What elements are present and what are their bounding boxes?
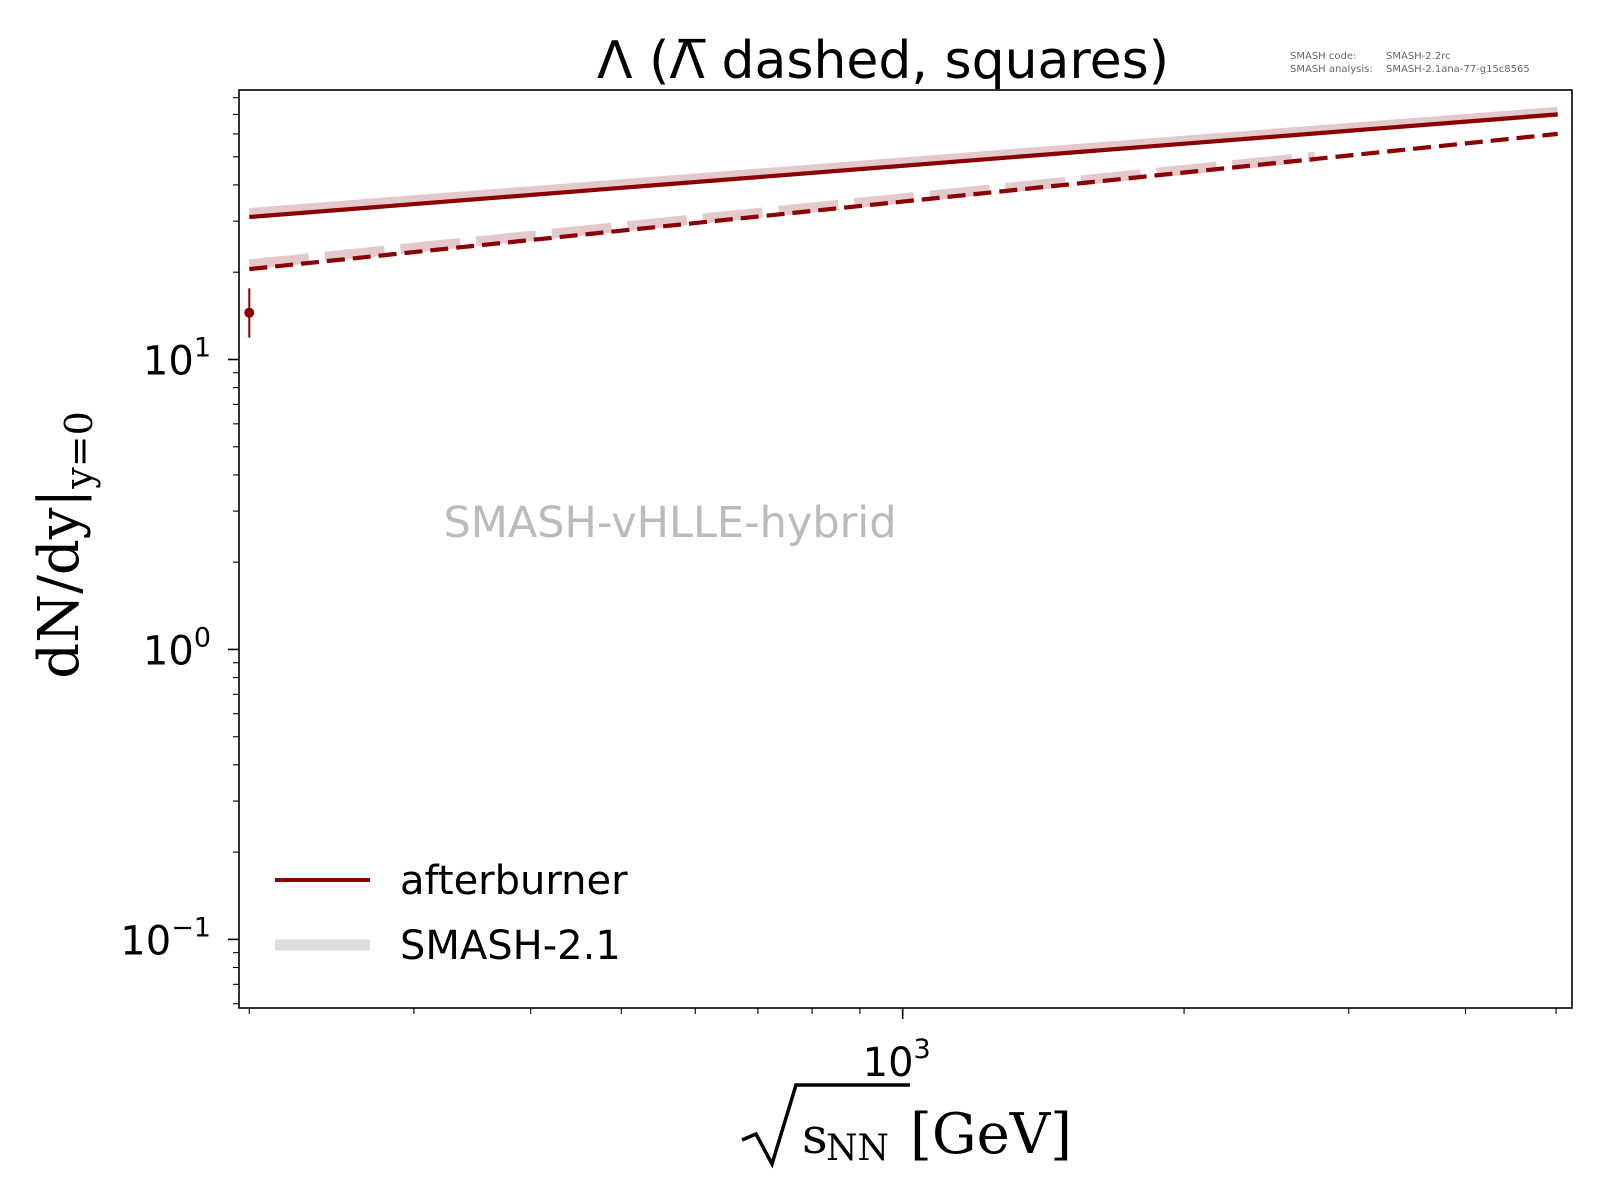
legend: afterburner SMASH-2.1 — [275, 858, 628, 969]
x-tick-label: 103 — [863, 1034, 931, 1086]
series-line-afterburner-solid — [249, 112, 1558, 220]
series-line-afterburner-dashed — [249, 131, 1558, 272]
series-layer — [248, 106, 1559, 272]
y-tick-label: 100 — [143, 622, 211, 674]
y-axis-label-main: dN/dy| — [27, 489, 92, 679]
meta-analysis-label: SMASH analysis: — [1290, 64, 1373, 75]
legend-label-smash: SMASH-2.1 — [400, 923, 621, 969]
x-axis-label-unit: [GeV] — [910, 1102, 1072, 1167]
meta-code-label: SMASH code: — [1290, 51, 1356, 62]
chart-title: Λ (Λ̅ dashed, squares) — [597, 31, 1169, 91]
meta-analysis-value: SMASH-2.1ana-77-g15c8565 — [1386, 64, 1530, 75]
series-line-smash-2-1-thick-dashed — [248, 151, 1316, 270]
x-axis-label-sub: NN — [826, 1128, 889, 1169]
plot-frame — [238, 89, 1573, 1009]
watermark: SMASH-vHLLE-hybrid — [443, 498, 896, 548]
svg-text:dN/dy|y=0: dN/dy|y=0 — [27, 411, 101, 679]
legend-label-afterburner: afterburner — [400, 858, 628, 904]
y-tick-label: 101 — [143, 332, 211, 384]
x-axis-label: s NN [GeV] — [741, 1083, 1072, 1169]
x-axis-label-s: s — [802, 1107, 828, 1165]
y-axis-label: dN/dy|y=0 — [27, 411, 101, 679]
y-axis-label-sub: y=0 — [57, 411, 101, 489]
data-point — [244, 307, 255, 318]
meta-code-value: SMASH-2.2rc — [1386, 51, 1451, 62]
y-tick-label: 10−1 — [120, 912, 211, 964]
series-line-smash-2-1-thick-solid — [248, 106, 1559, 218]
axis-ticks: 10−1 100 101 103 — [120, 97, 1557, 1086]
points-layer — [244, 288, 255, 338]
sqrt-symbol-icon — [741, 1083, 910, 1169]
